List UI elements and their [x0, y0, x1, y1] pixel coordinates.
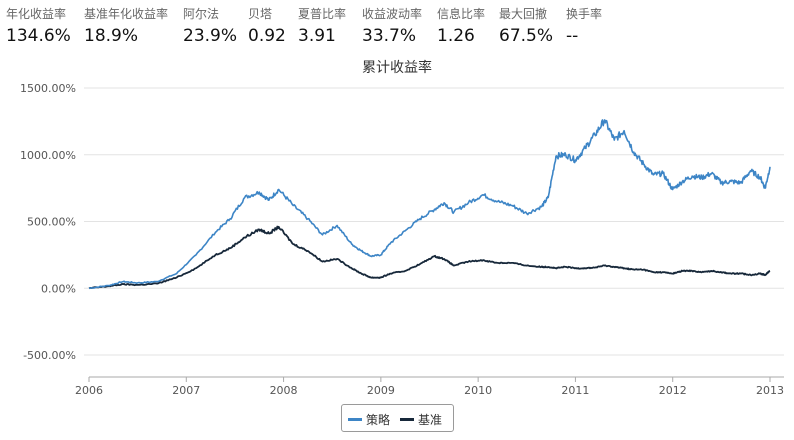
stat-label: 贝塔 — [248, 7, 273, 21]
x-tick-label: 2007 — [172, 384, 200, 397]
stat-volatility: 收益波动率 33.7% — [362, 6, 422, 47]
x-tick-label: 2012 — [659, 384, 687, 397]
stat-value: -- — [566, 26, 579, 46]
stat-benchmark-annual-return: 基准年化收益率 18.9% — [84, 6, 168, 47]
legend-item-strategy[interactable]: 策略 — [348, 411, 390, 427]
legend-label: 基准 — [418, 412, 443, 427]
stat-label: 夏普比率 — [298, 7, 347, 21]
legend-swatch-benchmark — [400, 417, 414, 421]
x-tick-label: 2008 — [270, 384, 298, 397]
x-axis-labels: 2006 2007 2008 2009 2010 2011 2012 2013 — [75, 377, 784, 397]
x-tick-label: 2009 — [367, 384, 395, 397]
stat-value: 3.91 — [298, 26, 336, 46]
stat-value: 23.9% — [183, 26, 238, 46]
stat-information-ratio: 信息比率 1.26 — [437, 6, 485, 47]
stat-value: 67.5% — [499, 26, 554, 46]
stats-bar: 年化收益率 134.6% 基准年化收益率 18.9% 阿尔法 23.9% 贝塔 … — [0, 0, 794, 50]
stat-label: 阿尔法 — [183, 7, 220, 21]
stat-value: 0.92 — [248, 26, 286, 46]
x-tick-label: 2006 — [75, 384, 103, 397]
stat-label: 收益波动率 — [362, 7, 423, 21]
grid-lines — [84, 87, 784, 356]
x-tick-label: 2010 — [464, 384, 492, 397]
stat-value: 33.7% — [362, 26, 417, 46]
y-tick-label: 1000.00% — [20, 149, 76, 162]
stat-label: 换手率 — [566, 7, 603, 21]
stat-value: 1.26 — [437, 26, 475, 46]
series-line-benchmark — [88, 225, 771, 290]
series-line-strategy — [88, 119, 771, 290]
y-axis-labels: 1500.00% 1000.00% 500.00% 0.00% -500.00% — [20, 82, 76, 362]
stat-value: 18.9% — [84, 26, 139, 46]
x-tick-label: 2011 — [561, 384, 589, 397]
stat-annual-return: 年化收益率 134.6% — [6, 6, 71, 47]
stat-label: 最大回撤 — [499, 7, 548, 21]
chart-title: 累计收益率 — [362, 59, 432, 76]
legend-swatch-strategy — [348, 417, 362, 421]
stat-sharpe-ratio: 夏普比率 3.91 — [298, 6, 346, 47]
y-tick-label: 1500.00% — [20, 82, 76, 95]
series-lines — [88, 119, 771, 290]
stat-value: 134.6% — [6, 26, 71, 46]
stat-turnover: 换手率 -- — [566, 6, 602, 47]
x-tick-label: 2013 — [756, 384, 784, 397]
stat-label: 基准年化收益率 — [84, 7, 169, 21]
stat-max-drawdown: 最大回撤 67.5% — [499, 6, 553, 47]
legend-item-benchmark[interactable]: 基准 — [400, 411, 442, 427]
cumulative-return-chart: 累计收益率 1500.00% 1000.00% 500.00% 0.00% -500.0… — [20, 59, 784, 397]
legend-label: 策略 — [366, 412, 391, 427]
chart-legend: 策略 基准 — [341, 404, 454, 432]
y-tick-label: -500.00% — [23, 349, 76, 362]
y-tick-label: 0.00% — [41, 282, 76, 295]
y-tick-label: 500.00% — [27, 216, 76, 229]
stat-label: 信息比率 — [437, 7, 486, 21]
stat-beta: 贝塔 0.92 — [248, 6, 286, 47]
stat-label: 年化收益率 — [6, 7, 67, 21]
stat-alpha: 阿尔法 23.9% — [183, 6, 237, 47]
